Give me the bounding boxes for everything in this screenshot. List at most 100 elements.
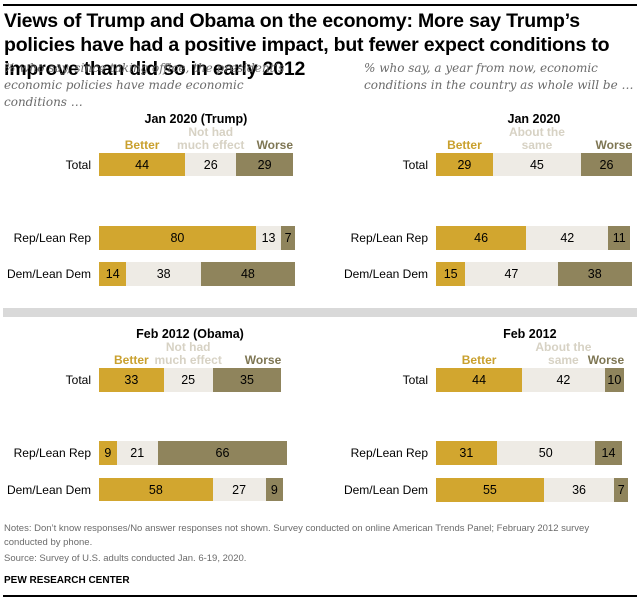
row-label: Dem/Lean Dem: [343, 267, 428, 281]
bar-segment-better: 15: [436, 262, 466, 286]
bar-segment-better: 14: [99, 262, 127, 286]
bar-segment-better: 33: [99, 368, 164, 392]
bar-segment-about-the-same: 50: [496, 441, 595, 465]
bottom-rule: [3, 595, 637, 597]
legend-label-about-the-same: About the same: [535, 340, 592, 367]
row-label: Total: [65, 157, 91, 172]
bar-segment-better: 44: [436, 368, 523, 392]
legend-label-worse: Worse: [256, 138, 294, 152]
legend-label-worse: Worse: [595, 138, 632, 152]
subtitle-right: % who say, a year from now, economic con…: [364, 61, 634, 92]
bar-value-label: 50: [538, 446, 553, 460]
bar-segment-about-the-same: 45: [492, 153, 582, 176]
legend-label-better: Better: [447, 138, 482, 152]
panel-title: Feb 2012: [503, 327, 557, 341]
bar-value-label: 58: [148, 482, 163, 497]
bar-value-label: 14: [601, 446, 616, 460]
row-label: Dem/Lean Dem: [343, 483, 428, 497]
panel-title: Jan 2020: [507, 112, 561, 126]
bar-segment-not-had-much-effect: 21: [116, 441, 158, 465]
legend-label-worse: Worse: [244, 353, 282, 367]
bar-value-label: 80: [170, 231, 185, 245]
bar-segment-worse: 38: [557, 262, 632, 286]
subtitle-left: % who say, since taking office, the pres…: [4, 61, 285, 109]
panel-title: Jan 2020 (Trump): [144, 112, 248, 126]
bar-segment-better: 29: [436, 153, 493, 176]
top-rule: [3, 4, 637, 6]
bar-value-label: 48: [240, 267, 255, 281]
legend-label-worse: Worse: [587, 353, 625, 367]
bar-segment-worse: 9: [265, 478, 284, 501]
bar-segment-worse: 26: [581, 153, 632, 176]
bar-value-label: 7: [617, 483, 625, 497]
bar-segment-about-the-same: 47: [465, 262, 558, 286]
org-name: PEW RESEARCH CENTER: [4, 575, 130, 586]
bar-segment-not-had-much-effect: 25: [163, 368, 213, 392]
bar-value-label: 11: [612, 231, 626, 245]
row-label: Total: [65, 373, 91, 387]
source-text: Source: Survey of U.S. adults conducted …: [4, 553, 247, 564]
legend-label-better: Better: [124, 138, 160, 152]
legend-label-not-had-much-effect: Not had much effect: [177, 125, 245, 152]
row-label: Dem/Lean Dem: [6, 482, 91, 497]
bar-value-label: 46: [474, 231, 489, 245]
section-separator: [3, 308, 637, 317]
bar-segment-about-the-same: 42: [522, 368, 605, 392]
bar-value-label: 29: [257, 157, 272, 172]
bar-segment-worse: 10: [604, 368, 625, 392]
bar-value-label: 21: [130, 446, 145, 460]
bar-value-label: 33: [124, 373, 139, 387]
bar-segment-about-the-same: 36: [543, 478, 615, 502]
legend-label-better: Better: [113, 353, 149, 367]
bar-value-label: 26: [203, 157, 218, 172]
bar-segment-worse: 14: [594, 441, 623, 465]
row-label: Rep/Lean Rep: [13, 231, 91, 245]
row-label: Rep/Lean Rep: [350, 231, 428, 245]
bar-value-label: 42: [560, 231, 575, 245]
bar-value-label: 45: [529, 157, 544, 172]
bar-value-label: 9: [270, 482, 278, 497]
bar-value-label: 7: [284, 231, 292, 245]
bar-segment-worse: 48: [200, 262, 295, 286]
bar-value-label: 15: [443, 267, 458, 281]
bar-value-label: 35: [240, 373, 254, 387]
panel-title: Feb 2012 (Obama): [136, 327, 244, 341]
legend-label-better: Better: [461, 353, 497, 367]
legend-label-about-the-same: About the same: [508, 125, 565, 152]
bar-segment-better: 80: [99, 226, 256, 250]
bar-segment-worse: 7: [281, 226, 295, 250]
bar-value-label: 25: [181, 373, 196, 387]
bar-segment-better: 55: [436, 478, 544, 502]
bar-value-label: 10: [607, 373, 622, 387]
row-label: Total: [402, 373, 428, 387]
bar-value-label: 13: [261, 231, 276, 245]
legend-label-not-had-much-effect: Not had much effect: [154, 340, 222, 367]
chart-title: Views of Trump and Obama on the economy:…: [4, 10, 610, 80]
bar-value-label: 42: [556, 373, 571, 387]
bar-segment-better: 31: [436, 441, 497, 465]
bar-segment-worse: 35: [212, 368, 282, 392]
bar-value-label: 66: [215, 446, 230, 460]
bar-segment-worse: 11: [608, 226, 631, 250]
bar-value-label: 29: [457, 157, 472, 172]
bar-value-label: 36: [572, 483, 587, 497]
bar-segment-worse: 7: [614, 478, 629, 502]
row-label: Total: [402, 157, 428, 172]
bar-value-label: 26: [599, 157, 614, 172]
row-label: Rep/Lean Rep: [350, 446, 428, 460]
row-label: Rep/Lean Rep: [13, 446, 91, 460]
bar-value-label: 31: [459, 446, 474, 460]
row-label: Dem/Lean Dem: [6, 267, 91, 281]
bar-segment-about-the-same: 42: [526, 226, 609, 250]
bar-segment-better: 44: [99, 153, 186, 176]
bar-value-label: 38: [156, 267, 171, 281]
bar-value-label: 44: [135, 157, 150, 172]
notes-text: Notes: Don’t know responses/No answer re…: [4, 523, 590, 548]
notes-block: Notes: Don’t know responses/No answer re…: [4, 522, 634, 566]
bar-value-label: 14: [105, 267, 120, 281]
bar-segment-not-had-much-effect: 26: [185, 153, 237, 176]
bar-segment-not-had-much-effect: 13: [255, 226, 282, 250]
bar-segment-better: 9: [99, 441, 117, 465]
bar-segment-not-had-much-effect: 27: [212, 478, 266, 501]
bar-value-label: 9: [104, 446, 112, 460]
